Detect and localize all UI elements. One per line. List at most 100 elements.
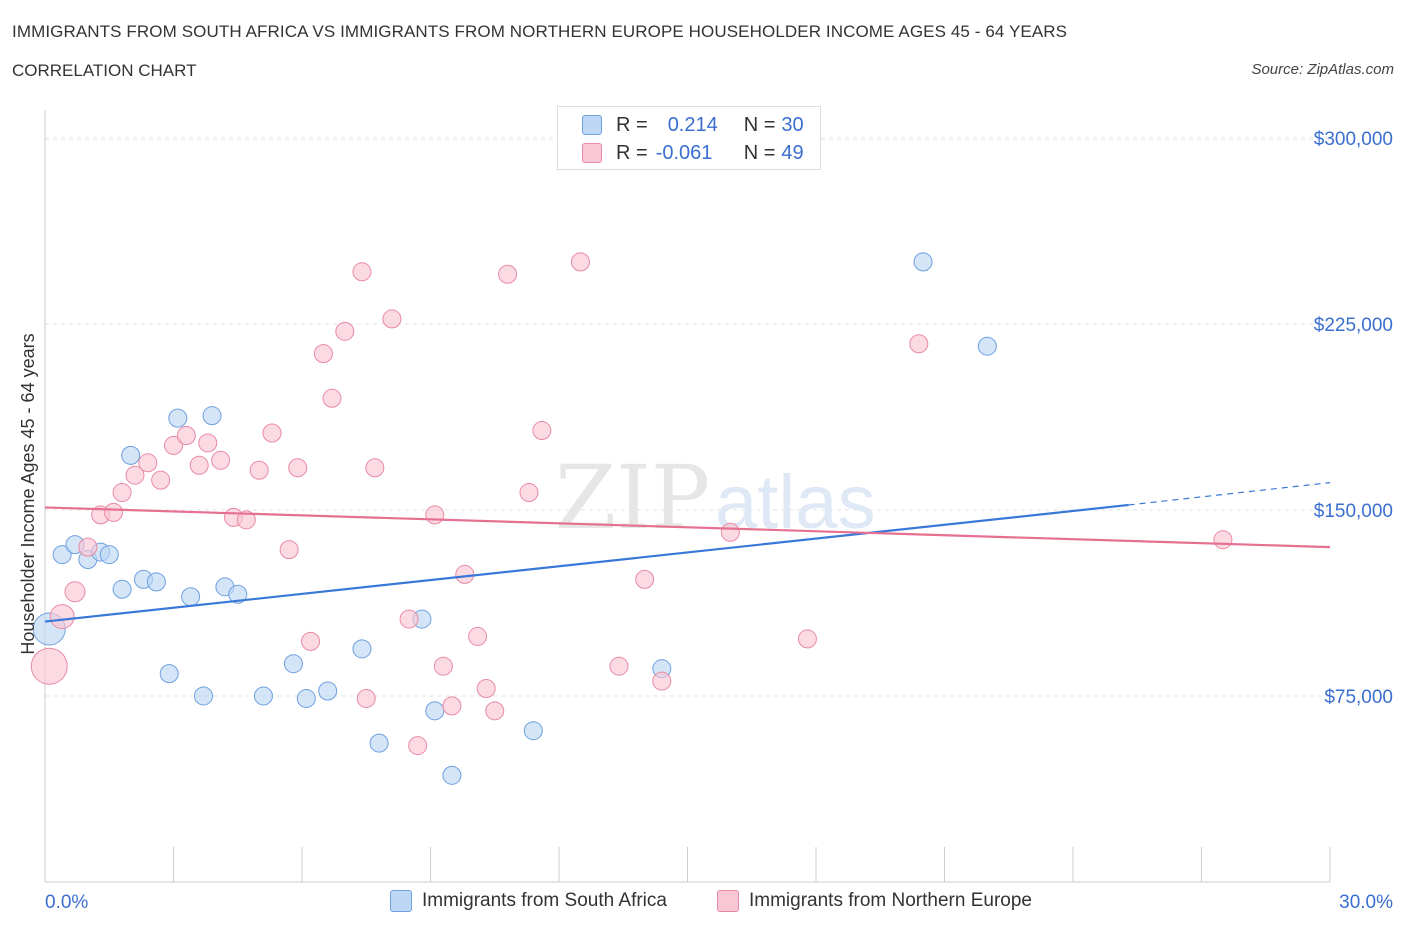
legend-r-label: R =	[616, 113, 648, 136]
data-point-northern-europe	[382, 309, 402, 329]
data-point-south-africa	[159, 664, 179, 684]
data-point-northern-europe	[468, 626, 488, 646]
legend-r-value: -0.061	[655, 141, 713, 164]
legend-row-south-africa: R = 0.214 N = 30	[582, 113, 804, 137]
data-point-northern-europe	[64, 581, 86, 603]
points-layer	[30, 252, 1233, 785]
chart-title: IMMIGRANTS FROM SOUTH AFRICA VS IMMIGRAN…	[12, 22, 1068, 41]
data-point-northern-europe	[176, 426, 196, 446]
trendline-south-africa	[44, 503, 1129, 623]
data-point-northern-europe	[609, 656, 629, 676]
x-tick-label: 0.0%	[45, 892, 88, 913]
stats-legend: R = 0.214 N = 30 R = -0.061 N = 49	[557, 106, 821, 170]
data-point-northern-europe	[425, 505, 445, 525]
data-point-northern-europe	[356, 688, 376, 708]
axis-layer	[44, 110, 1331, 883]
data-point-northern-europe	[322, 388, 342, 408]
legend-row-northern-europe: R = -0.061 N = 49	[582, 141, 804, 165]
data-point-northern-europe	[301, 631, 321, 651]
data-point-northern-europe	[236, 510, 256, 530]
data-point-south-africa	[369, 733, 389, 753]
data-point-northern-europe	[151, 470, 171, 490]
data-point-northern-europe	[78, 537, 98, 557]
bottom-legend-swatch-blue	[390, 890, 412, 912]
data-point-northern-europe	[211, 450, 231, 470]
data-point-northern-europe	[570, 252, 590, 272]
y-tick-label: $300,000	[1314, 129, 1393, 150]
data-point-northern-europe	[635, 569, 655, 589]
data-point-northern-europe	[279, 540, 299, 560]
data-point-south-africa	[523, 721, 543, 741]
legend-n-value: 49	[781, 141, 804, 164]
data-point-northern-europe	[797, 629, 817, 649]
data-point-northern-europe	[485, 701, 505, 721]
data-point-northern-europe	[352, 262, 372, 282]
data-point-northern-europe	[652, 671, 672, 691]
data-point-south-africa	[913, 252, 933, 272]
data-point-south-africa	[193, 686, 213, 706]
watermark-zip: ZIP	[555, 446, 710, 549]
legend-swatch-blue	[582, 115, 602, 135]
data-point-northern-europe	[1213, 530, 1233, 550]
trendline-northern-europe	[44, 506, 1331, 549]
data-point-northern-europe	[365, 458, 385, 478]
source-credit: Source: ZipAtlas.com	[1251, 61, 1394, 78]
legend-n-label: N =	[743, 141, 776, 164]
legend-swatch-pink	[582, 143, 602, 163]
y-tick-label: $75,000	[1324, 687, 1393, 708]
data-point-northern-europe	[442, 696, 462, 716]
grid-layer	[45, 137, 1330, 697]
data-point-south-africa	[442, 765, 462, 785]
x-tick-label: 30.0%	[1339, 892, 1393, 913]
data-point-south-africa	[318, 681, 338, 701]
legend-r-label: R =	[616, 141, 648, 164]
data-point-northern-europe	[455, 564, 475, 584]
data-point-northern-europe	[104, 502, 124, 522]
data-point-south-africa	[168, 408, 188, 428]
data-point-south-africa	[352, 639, 372, 659]
trend-layer	[44, 482, 1331, 623]
bottom-legend-label: Immigrants from Northern Europe	[749, 890, 1032, 911]
legend-r-value: 0.214	[667, 113, 718, 136]
y-tick-label: $150,000	[1314, 501, 1393, 522]
data-point-northern-europe	[112, 483, 132, 503]
data-point-south-africa	[121, 445, 141, 465]
data-point-northern-europe	[313, 344, 333, 364]
trendline-south-africa-extension	[1128, 482, 1331, 506]
data-point-northern-europe	[909, 334, 929, 354]
data-point-south-africa	[296, 688, 316, 708]
data-point-northern-europe	[249, 460, 269, 480]
y-tick-label: $225,000	[1314, 315, 1393, 336]
data-point-south-africa	[425, 701, 445, 721]
bottom-legend-label: Immigrants from South Africa	[422, 890, 667, 911]
y-axis-label: Householder Income Ages 45 - 64 years	[18, 333, 38, 654]
data-point-south-africa	[146, 572, 166, 592]
bottom-legend-northern-europe: Immigrants from Northern Europe	[717, 890, 1032, 912]
data-point-south-africa	[52, 545, 72, 565]
data-point-northern-europe	[519, 483, 539, 503]
legend-n-value: 30	[781, 113, 804, 136]
data-point-south-africa	[181, 587, 201, 607]
data-point-northern-europe	[30, 647, 68, 685]
data-point-south-africa	[99, 545, 119, 565]
data-point-northern-europe	[288, 458, 308, 478]
data-point-northern-europe	[399, 609, 419, 629]
bottom-legend-south-africa: Immigrants from South Africa	[390, 890, 667, 912]
data-point-northern-europe	[408, 736, 428, 756]
data-point-south-africa	[283, 654, 303, 674]
data-point-south-africa	[228, 584, 248, 604]
data-point-northern-europe	[720, 522, 740, 542]
data-point-northern-europe	[433, 656, 453, 676]
data-point-northern-europe	[532, 421, 552, 441]
data-point-northern-europe	[49, 604, 75, 630]
data-point-northern-europe	[189, 455, 209, 475]
legend-n-label: N =	[743, 113, 776, 136]
data-point-south-africa	[202, 406, 222, 426]
bottom-legend-swatch-pink	[717, 890, 739, 912]
data-point-northern-europe	[125, 465, 145, 485]
data-point-northern-europe	[476, 679, 496, 699]
chart-subtitle: CORRELATION CHART	[12, 61, 197, 80]
data-point-northern-europe	[138, 453, 158, 473]
watermark: ZIP atlas	[555, 446, 876, 549]
